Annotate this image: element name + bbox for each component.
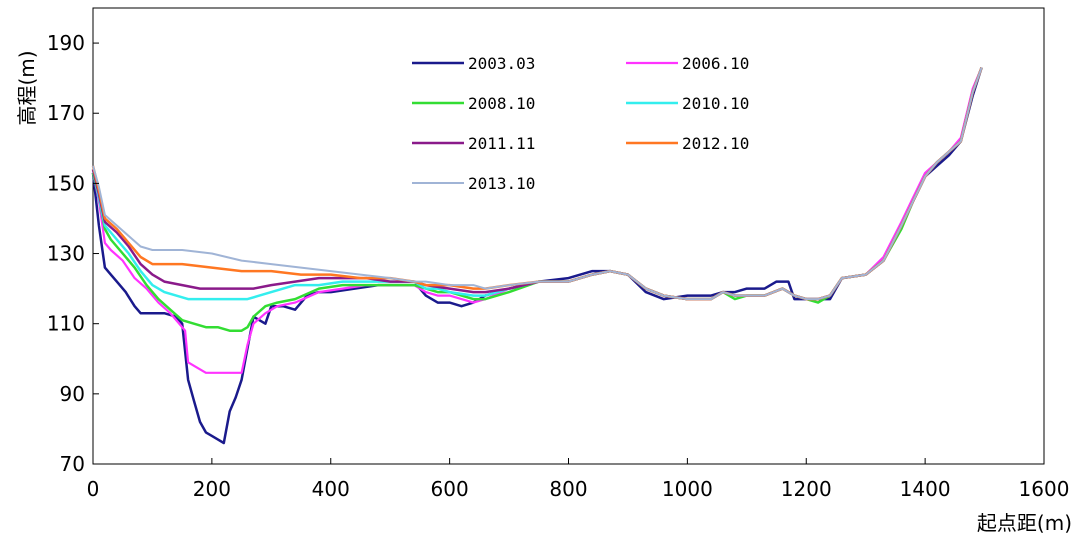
legend-label: 2013.10 xyxy=(468,174,535,193)
x-tick-label: 600 xyxy=(431,477,469,501)
x-axis: 0 200 400 600 800 1000 1200 1400 1600 xyxy=(87,458,1070,501)
y-tick-label: 90 xyxy=(60,382,85,406)
x-axis-title: 起点距(m) xyxy=(977,511,1072,535)
legend-label: 2008.10 xyxy=(468,94,535,113)
x-tick-label: 0 xyxy=(87,477,100,501)
plot-area xyxy=(92,7,1045,465)
series-line-2013.10 xyxy=(92,67,983,301)
x-tick-label: 1000 xyxy=(662,477,713,501)
x-tick-label: 1600 xyxy=(1019,477,1070,501)
x-tick-label: 400 xyxy=(312,477,350,501)
x-tick-label: 800 xyxy=(549,477,587,501)
x-tick-label: 200 xyxy=(193,477,231,501)
y-axis-title: 高程(m) xyxy=(15,50,39,125)
legend-label: 2006.10 xyxy=(682,54,749,73)
legend-label: 2010.10 xyxy=(682,94,749,113)
x-tick-label: 1400 xyxy=(900,477,951,501)
y-tick-label: 190 xyxy=(47,31,85,55)
y-tick-label: 70 xyxy=(60,452,85,476)
y-tick-label: 170 xyxy=(47,101,85,125)
y-tick-label: 150 xyxy=(47,171,85,195)
legend-label: 2011.11 xyxy=(468,134,535,153)
y-axis: 70 90 110 130 150 170 190 xyxy=(47,31,99,476)
x-tick-label: 1200 xyxy=(781,477,832,501)
y-tick-label: 130 xyxy=(47,242,85,266)
series-layer xyxy=(91,67,983,445)
legend-label: 2012.10 xyxy=(682,134,749,153)
y-tick-label: 110 xyxy=(47,312,85,336)
legend-label: 2003.03 xyxy=(468,54,535,73)
legend: 2003.03 2006.10 2008.10 2010.10 2011.11 2012.… xyxy=(412,54,749,193)
